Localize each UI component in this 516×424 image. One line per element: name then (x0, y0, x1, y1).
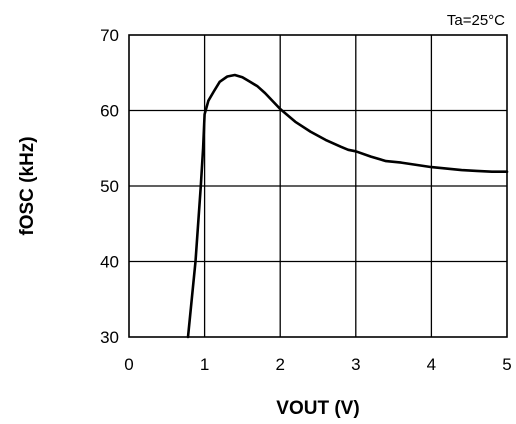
x-tick-label: 3 (351, 355, 360, 374)
x-tick-label: 0 (124, 355, 133, 374)
x-tick-label: 2 (275, 355, 284, 374)
series-line (186, 73, 509, 339)
y-tick-label: 50 (100, 177, 119, 196)
temperature-annotation: Ta=25°C (447, 12, 505, 29)
y-tick-labels: 30 40 50 60 70 (100, 26, 119, 347)
y-tick-label: 30 (100, 328, 119, 347)
x-tick-label: 5 (502, 355, 511, 374)
y-tick-label: 70 (100, 26, 119, 45)
y-axis-title: fOSC (kHz) (17, 136, 38, 235)
x-tick-label: 4 (427, 355, 436, 374)
x-tick-labels: 0 1 2 3 4 5 (124, 355, 511, 374)
y-tick-label: 40 (100, 253, 119, 272)
plot-frame (128, 34, 508, 338)
y-tick-label: 60 (100, 102, 119, 121)
x-axis-title: VOUT (V) (276, 398, 359, 419)
grid-lines (129, 35, 507, 337)
x-tick-label: 1 (200, 355, 209, 374)
